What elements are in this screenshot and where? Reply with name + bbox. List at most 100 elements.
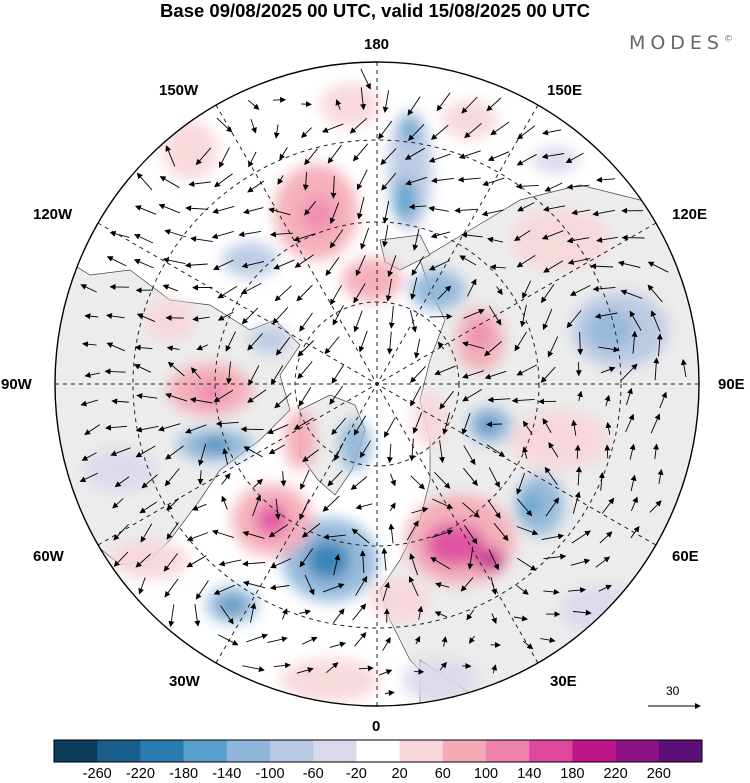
brand-name: MODES: [628, 32, 724, 54]
wind-arrow: [417, 605, 424, 620]
colorbar-swatch: [486, 740, 530, 762]
wind-arrow: [647, 284, 663, 303]
wind-arrow: [489, 264, 506, 271]
wind-arrow: [273, 96, 287, 103]
wind-arrow: [322, 495, 340, 512]
wind-arrow: [543, 553, 567, 560]
wind-arrow: [388, 523, 395, 544]
wind-arrow: [438, 440, 445, 464]
wind-arrow: [350, 476, 368, 491]
wind-arrow: [270, 558, 292, 569]
wind-arrow: [104, 368, 126, 375]
wind-arrow: [484, 370, 507, 380]
wind-arrow: [404, 147, 425, 160]
wind-arrow: [464, 122, 482, 139]
wind-arrow: [543, 588, 560, 595]
wind-arrow: [437, 285, 452, 300]
wind-arrow: [190, 236, 213, 243]
wind-arrow: [324, 336, 340, 355]
wind-arrow: [327, 470, 343, 487]
lon-label-30w: 30W: [169, 673, 200, 690]
colorbar-swatch: [313, 740, 357, 762]
wind-arrow: [621, 363, 638, 381]
wind-arrow: [598, 346, 620, 353]
wind-arrow: [516, 472, 526, 495]
wind-arrow: [268, 444, 285, 455]
colorbar-swatch: [140, 740, 184, 762]
wind-arrow: [299, 469, 310, 490]
wind-arrow: [592, 285, 616, 292]
wind-arrow: [281, 608, 288, 620]
wind-arrow: [382, 200, 390, 224]
wind-arrow: [138, 577, 146, 595]
colorbar-swatch: [658, 740, 703, 762]
lon-label-180: 180: [364, 36, 390, 53]
wind-arrow: [486, 421, 503, 428]
wind-arrow: [387, 255, 397, 278]
wind-arrow: [274, 498, 281, 520]
wind-arrow: [112, 498, 124, 509]
wind-arrow: [275, 337, 291, 356]
wind-arrow: [304, 574, 315, 596]
wind-arrow: [408, 576, 419, 597]
wind-arrow: [657, 468, 664, 484]
wind-arrow: [296, 284, 313, 302]
wind-arrow: [411, 506, 429, 514]
wind-arrow: [326, 662, 339, 674]
graticule: [55, 62, 699, 706]
lon-label-90e: 90E: [718, 376, 745, 393]
wind-arrow: [442, 412, 451, 435]
wind-arrow: [190, 367, 201, 380]
wind-arrow: [388, 305, 395, 329]
wind-arrow: [649, 500, 662, 513]
wind-arrow: [322, 533, 346, 540]
modes-logo: MODES©: [629, 32, 733, 54]
wind-arrow: [516, 498, 533, 517]
wind-arrow: [659, 391, 667, 409]
wind-arrow: [279, 147, 288, 161]
wind-arrow: [298, 386, 312, 407]
wind-arrow: [464, 525, 478, 545]
wind-arrow: [435, 582, 450, 588]
wind-arrow: [441, 636, 448, 647]
wind-arrow: [186, 532, 209, 542]
wind-arrow: [463, 467, 478, 486]
wind-arrow: [81, 452, 97, 461]
wind-arrow: [406, 520, 419, 541]
wind-arrow: [428, 260, 450, 271]
wind-arrow: [84, 313, 99, 320]
colorbar-swatch: [183, 740, 228, 762]
wind-arrow: [390, 473, 396, 487]
wind-arrow: [604, 394, 611, 407]
wind-arrow: [516, 255, 536, 268]
colorbar-swatch: [529, 740, 573, 762]
colorbar-tick-label: -180: [169, 766, 199, 782]
wind-arrow: [354, 632, 367, 647]
wind-arrow: [457, 176, 481, 183]
wind-arrow: [431, 529, 454, 539]
wind-arrow: [106, 313, 125, 319]
colorbar-tick-label: 140: [517, 766, 542, 782]
wind-arrow: [359, 440, 371, 459]
wind-arrow: [428, 205, 449, 212]
wind-arrow: [414, 635, 421, 645]
wind-arrow: [605, 421, 612, 435]
wind-arrow: [299, 609, 312, 616]
wind-arrow: [576, 390, 583, 402]
wind-arrow: [246, 633, 269, 643]
wind-arrow: [335, 99, 342, 110]
wind-arrow: [215, 420, 239, 427]
wind-arrow: [334, 442, 344, 461]
colorbar-tick-label: 100: [473, 766, 499, 782]
wind-arrow: [106, 342, 125, 352]
wind-arrow: [277, 175, 284, 185]
wind-arrow: [626, 387, 633, 405]
wind-arrow: [516, 526, 539, 536]
wind-arrow: [543, 260, 564, 273]
wind-arrow: [486, 97, 502, 112]
reference-vector-label: 30: [666, 684, 680, 698]
wind-arrow: [513, 615, 528, 622]
wind-arrow: [240, 426, 264, 433]
wind-arrow: [488, 305, 502, 326]
wind-arrow: [225, 331, 237, 352]
